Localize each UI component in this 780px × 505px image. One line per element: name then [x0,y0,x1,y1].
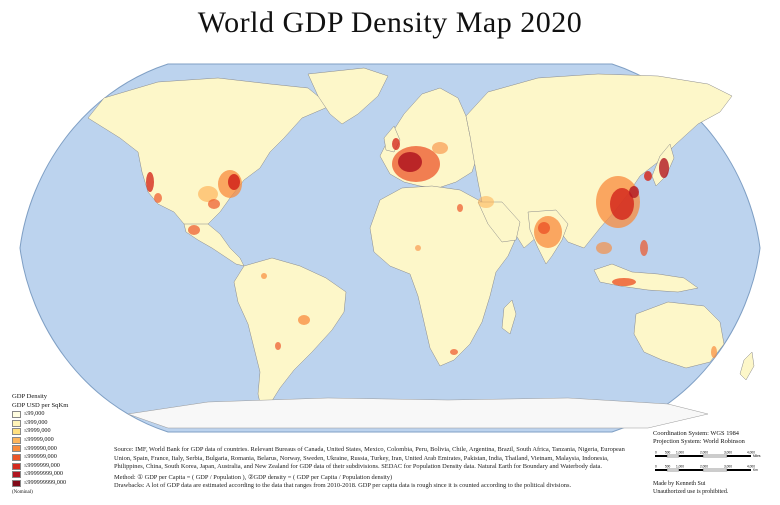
legend-label: ≤9999999,000 [24,461,60,469]
north-america [87,77,331,231]
legend-swatch [12,445,21,453]
usage-notice: Unauthorized use is prohibited. [653,489,729,495]
legend-label: ≤999999999,000 [24,478,67,486]
map-title: World GDP Density Map 2020 [197,6,583,39]
km-scale: 0 500 1,000 2,000 3,000 4,000 Km [655,465,758,472]
legend-swatch [12,462,21,470]
legend-label: ≤99999,000 [24,435,54,443]
drawbacks-text: Drawbacks: A lot of GDP data are estimat… [114,482,572,490]
km-tick: 500 [665,465,671,469]
legend-label: ≤999,000 [24,418,48,426]
scale-bars: 0 500 1,000 2,000 3,000 4,000 Miles 0 50… [653,449,771,482]
legend-label: ≤999999,000 [24,453,57,461]
miles-tick: 3,000 [724,451,732,455]
legend-item: ≤999,000 [12,419,122,428]
miles-tick: 0 [655,451,657,455]
legend-item: ≤9999999,000 [12,462,122,471]
author-credit: Made by Kenneth Sui [653,481,706,487]
australia [633,301,725,369]
legend-label: ≤999990,000 [24,444,57,452]
legend-title: GDP Density [12,393,48,400]
source-notes: Source: IMF, World Bank for GDP data of … [114,446,634,491]
projection-system: Projection System: World Robinson [653,438,745,445]
miles-unit: Miles [753,454,761,458]
central-america [183,223,245,267]
legend-swatch [12,410,21,418]
coordination-system: Coordination System: WGS 1984 [653,430,739,437]
legend: GDP Density GDP USD per SqKm ≤99,000 ≤99… [12,393,122,497]
legend-swatch [12,453,21,461]
km-unit: Km [753,468,758,472]
legend-item: ≤999999,000 [12,453,122,462]
legend-item: ≤99999999,000 [12,470,122,479]
legend-item: ≤99,000 [12,410,122,419]
world-map [8,52,772,444]
legend-swatch [12,419,21,427]
legend-swatch [12,428,21,436]
legend-item: ≤99999,000 [12,436,122,445]
miles-tick: 500 [665,451,671,455]
greenland [307,67,389,125]
legend-subtitle: GDP USD per SqKm [12,401,69,409]
south-america [233,257,347,413]
legend-item: ≤999990,000 [12,445,122,454]
scale-bar-svg: 0 500 1,000 2,000 3,000 4,000 Miles 0 50… [655,451,761,472]
km-tick: 3,000 [724,465,732,469]
world-map-svg [19,63,761,433]
gdp-density-overlay [146,138,717,358]
legend-note: (Nominal) [12,489,33,495]
legend-label: ≤99999999,000 [24,470,63,478]
miles-tick: 2,000 [700,451,708,455]
miles-tick: 1,000 [676,451,684,455]
legend-item: ≤9999,000 [12,427,122,436]
miles-tick: 4,000 [747,451,755,455]
legend-swatch [12,479,21,487]
km-tick: 0 [655,465,657,469]
coordinate-info: Coordination System: WGS 1984 Projection… [653,430,745,446]
km-tick: 2,000 [700,465,708,469]
km-tick: 4,000 [747,465,755,469]
antarctica [127,397,709,429]
legend-label: ≤9999,000 [24,427,51,435]
legend-item: ≤999999999,000 [12,479,122,488]
legend-swatch [12,471,21,479]
source-text: Source: IMF, World Bank for GDP data of … [114,446,625,471]
legend-label: ≤99,000 [24,410,45,418]
miles-scale: 0 500 1,000 2,000 3,000 4,000 Miles [655,451,761,458]
credit: Made by Kenneth Sui Unauthorized use is … [653,480,728,496]
africa [369,185,517,367]
legend-swatch [12,436,21,444]
new-zealand [739,351,755,381]
madagascar [501,299,517,335]
km-tick: 1,000 [676,465,684,469]
method-text: Method: ① GDP per Capita = ( GDP / Popul… [114,473,393,481]
arabia [477,201,521,243]
